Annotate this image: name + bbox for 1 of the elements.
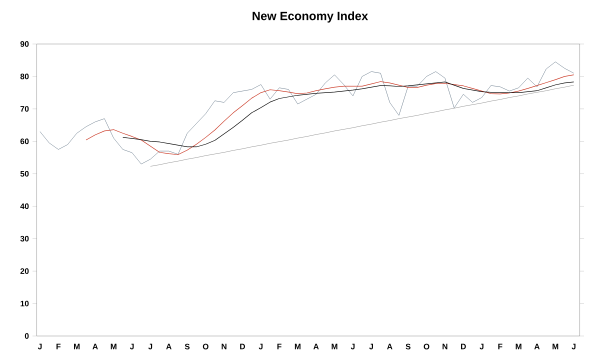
chart-title: New Economy Index (252, 11, 368, 23)
